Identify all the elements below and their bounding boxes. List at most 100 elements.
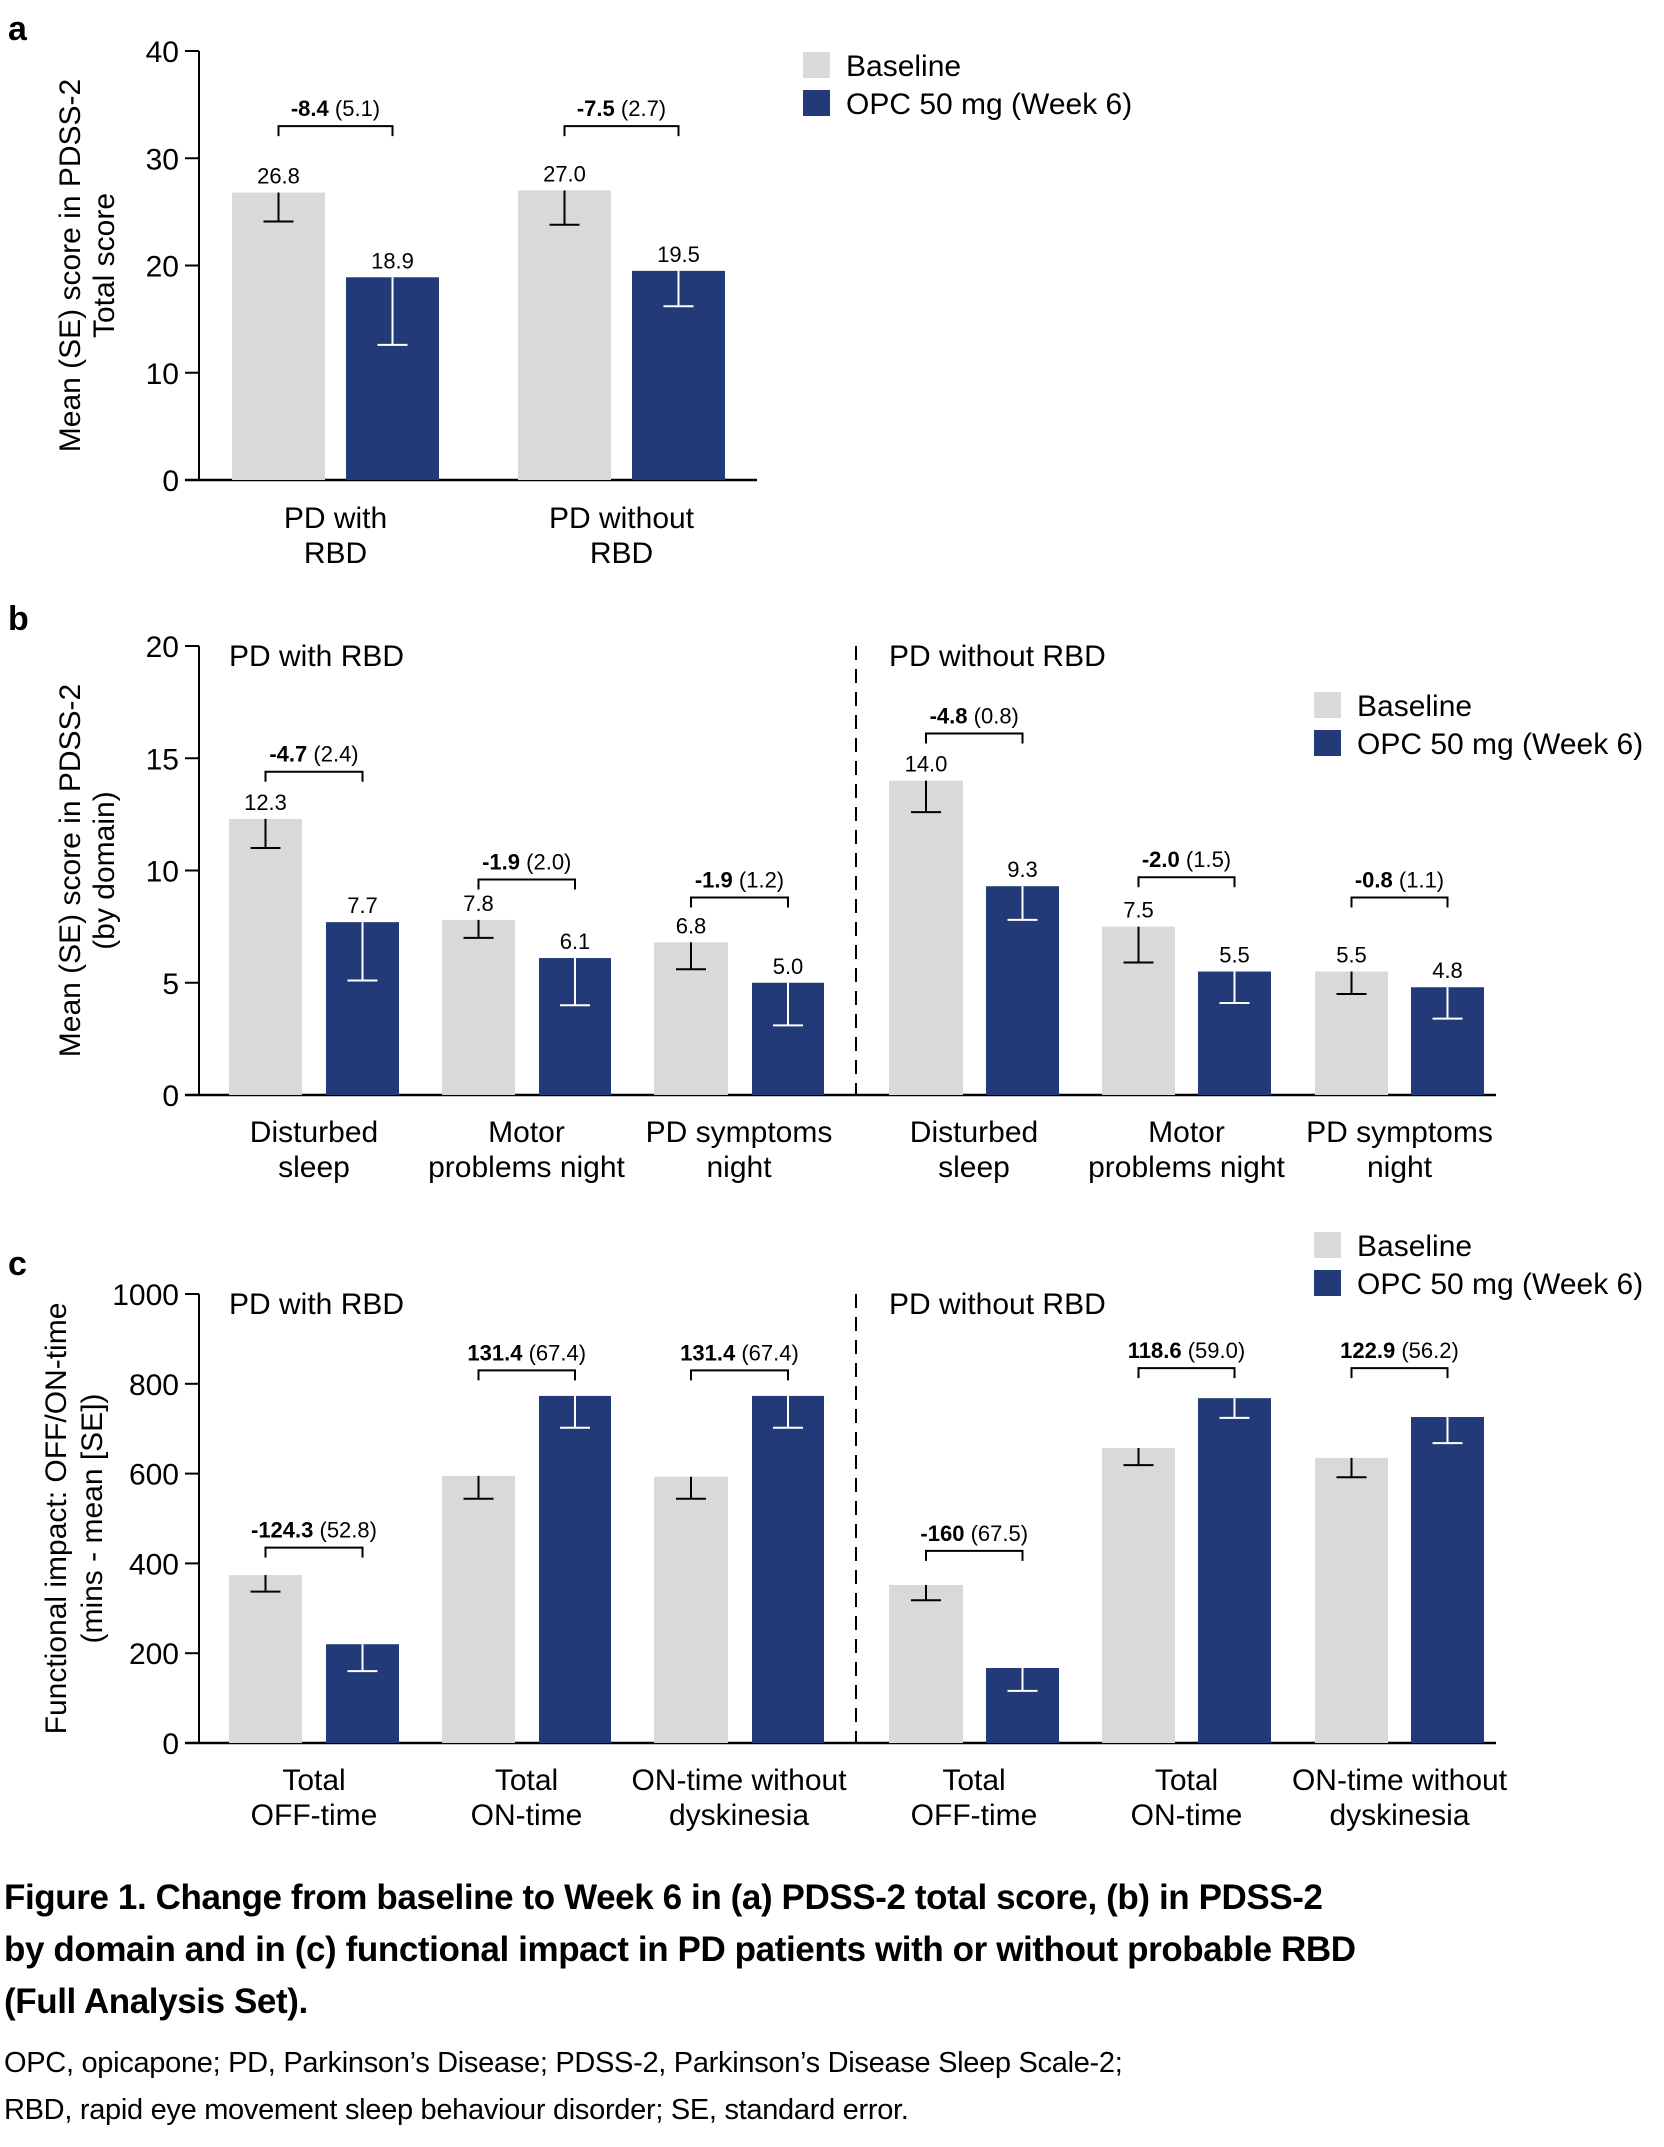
bar-opc xyxy=(539,1395,611,1743)
y-tick-label: 0 xyxy=(162,1728,179,1761)
data-label-opc: 7.7 xyxy=(347,893,378,918)
y-tick-label: 200 xyxy=(129,1638,179,1671)
difference-se: (5.1) xyxy=(335,96,380,121)
difference-value: 131.4 xyxy=(467,1340,528,1365)
bar-baseline xyxy=(1102,1448,1175,1743)
difference-se: (2.7) xyxy=(621,96,666,121)
data-label-baseline: 12.3 xyxy=(244,790,287,815)
difference-se: (67.4) xyxy=(529,1340,586,1365)
difference-value: -2.0 xyxy=(1142,847,1186,872)
x-category-label: Total xyxy=(1155,1764,1218,1797)
panel-label: a xyxy=(8,10,28,48)
difference-label: 122.9 (56.2) xyxy=(1340,1338,1459,1363)
caption-title-line: by domain and in (c) functional impact i… xyxy=(4,1930,1356,1969)
bar-baseline xyxy=(889,1584,963,1743)
difference-label: -8.4 (5.1) xyxy=(291,96,380,121)
difference-label: -1.9 (2.0) xyxy=(482,849,571,874)
x-category-label: ON-time xyxy=(1131,1799,1243,1832)
difference-bracket xyxy=(925,732,1024,744)
legend-label: Baseline xyxy=(1357,1230,1472,1263)
panel-label: c xyxy=(8,1245,27,1283)
x-category-label: sleep xyxy=(278,1151,350,1184)
x-category-label: dyskinesia xyxy=(1329,1799,1469,1832)
x-category-label: OFF-time xyxy=(251,1799,378,1832)
difference-label: 131.4 (67.4) xyxy=(467,1340,586,1365)
x-category-label: RBD xyxy=(590,537,653,570)
difference-value: -8.4 xyxy=(291,96,335,121)
difference-se: (1.2) xyxy=(739,867,784,892)
difference-value: 122.9 xyxy=(1340,1338,1401,1363)
bar-baseline xyxy=(232,192,325,480)
x-category-label: OFF-time xyxy=(911,1799,1038,1832)
difference-value: 131.4 xyxy=(680,1340,741,1365)
data-label-opc: 19.5 xyxy=(657,242,700,267)
bar-baseline xyxy=(442,919,515,1095)
y-tick-label: 0 xyxy=(162,1080,179,1113)
difference-value: -4.8 xyxy=(930,704,974,729)
x-category-label: night xyxy=(706,1151,772,1184)
difference-bracket xyxy=(1137,1367,1236,1379)
difference-bracket xyxy=(690,1369,789,1381)
bar-opc xyxy=(1411,1417,1484,1743)
data-label-opc: 9.3 xyxy=(1007,857,1038,882)
legend-swatch-opc xyxy=(1314,1270,1341,1296)
x-category-label: dyskinesia xyxy=(669,1799,809,1832)
difference-label: -0.8 (1.1) xyxy=(1355,867,1444,892)
bar-baseline xyxy=(442,1475,515,1743)
legend-swatch-baseline xyxy=(1314,692,1341,718)
legend-swatch-opc xyxy=(803,90,830,116)
x-category-label: Motor xyxy=(1148,1116,1225,1149)
difference-bracket xyxy=(477,878,576,890)
difference-label: -7.5 (2.7) xyxy=(577,96,666,121)
difference-label: -160 (67.5) xyxy=(920,1521,1028,1546)
x-category-label: PD without xyxy=(549,502,695,535)
legend-label: Baseline xyxy=(846,50,961,83)
difference-value: -124.3 xyxy=(251,1518,320,1543)
data-label-baseline: 26.8 xyxy=(257,164,300,189)
y-tick-label: 10 xyxy=(146,358,179,391)
y-tick-label: 0 xyxy=(162,465,179,498)
data-label-opc: 5.5 xyxy=(1219,943,1250,968)
difference-se: (2.0) xyxy=(526,849,571,874)
difference-value: -7.5 xyxy=(577,96,621,121)
difference-bracket xyxy=(277,125,394,137)
group-title: PD with RBD xyxy=(229,640,404,673)
difference-se: (56.2) xyxy=(1401,1338,1458,1363)
difference-se: (0.8) xyxy=(974,704,1019,729)
y-axis-label: Total score xyxy=(88,193,121,338)
difference-bracket xyxy=(1137,876,1236,888)
x-category-label: ON-time without xyxy=(631,1764,847,1797)
difference-bracket xyxy=(264,770,364,782)
bar-opc xyxy=(986,886,1059,1095)
data-label-baseline: 14.0 xyxy=(905,752,948,777)
difference-label: -124.3 (52.8) xyxy=(251,1518,377,1543)
difference-bracket xyxy=(477,1369,576,1381)
difference-value: 118.6 xyxy=(1128,1338,1188,1363)
x-category-label: PD symptoms xyxy=(1306,1116,1493,1149)
bar-baseline xyxy=(1315,1457,1388,1743)
bar-opc xyxy=(1198,1398,1271,1743)
difference-label: -4.7 (2.4) xyxy=(269,742,358,767)
legend-swatch-baseline xyxy=(803,52,830,78)
panel-c-chart: 0 200 400 600 800 1000 Functional impact: OFF/… xyxy=(8,1230,1643,1832)
data-label-baseline: 27.0 xyxy=(543,161,586,186)
difference-label: 131.4 (67.4) xyxy=(680,1340,799,1365)
x-category-label: Disturbed xyxy=(910,1116,1038,1149)
legend-label: Baseline xyxy=(1357,690,1472,723)
difference-value: -0.8 xyxy=(1355,867,1399,892)
y-tick-label: 1000 xyxy=(112,1279,179,1312)
y-tick-label: 30 xyxy=(146,143,179,176)
data-label-opc: 4.8 xyxy=(1432,958,1463,983)
x-category-label: PD symptoms xyxy=(646,1116,833,1149)
caption-title-line: (Full Analysis Set). xyxy=(4,1982,308,2021)
difference-se: (1.5) xyxy=(1186,847,1231,872)
group-title: PD with RBD xyxy=(229,1288,404,1321)
difference-bracket xyxy=(264,1546,364,1558)
y-tick-label: 5 xyxy=(162,968,179,1001)
bar-baseline xyxy=(229,818,302,1095)
difference-se: (59.0) xyxy=(1188,1338,1245,1363)
y-axis-label: Functional impact: OFF/ON-time xyxy=(40,1303,73,1735)
difference-value: -1.9 xyxy=(482,849,526,874)
y-tick-label: 800 xyxy=(129,1369,179,1402)
y-tick-label: 600 xyxy=(129,1459,179,1492)
